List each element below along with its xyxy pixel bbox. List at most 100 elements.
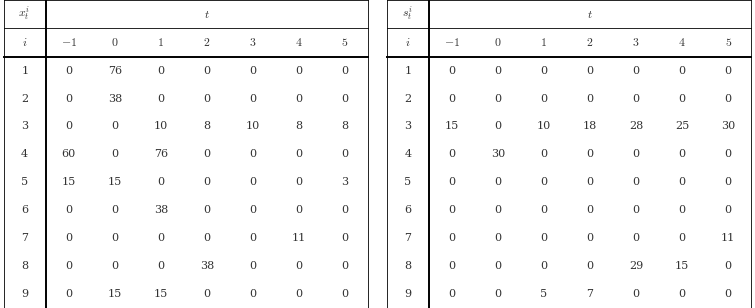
Text: 38: 38 bbox=[108, 94, 122, 103]
Text: 15: 15 bbox=[108, 177, 122, 187]
Text: 0: 0 bbox=[295, 261, 303, 271]
Text: $i$: $i$ bbox=[405, 36, 411, 49]
Text: 30: 30 bbox=[721, 121, 735, 132]
Text: 0: 0 bbox=[587, 233, 593, 243]
Text: 0: 0 bbox=[341, 261, 349, 271]
Text: 0: 0 bbox=[679, 289, 686, 299]
Text: 0: 0 bbox=[541, 205, 547, 215]
Text: 4: 4 bbox=[21, 149, 28, 160]
Text: 29: 29 bbox=[629, 261, 643, 271]
Text: $t$: $t$ bbox=[204, 8, 210, 21]
Text: $3$: $3$ bbox=[249, 36, 257, 49]
Text: $2$: $2$ bbox=[587, 36, 593, 49]
Text: 0: 0 bbox=[725, 66, 732, 76]
Text: 0: 0 bbox=[448, 233, 455, 243]
Text: 0: 0 bbox=[633, 177, 639, 187]
Text: 25: 25 bbox=[675, 121, 689, 132]
Text: 0: 0 bbox=[679, 177, 686, 187]
Text: 0: 0 bbox=[448, 261, 455, 271]
Text: 0: 0 bbox=[111, 121, 119, 132]
Text: 0: 0 bbox=[448, 289, 455, 299]
Text: 11: 11 bbox=[721, 233, 735, 243]
Text: 0: 0 bbox=[157, 177, 165, 187]
Text: 28: 28 bbox=[629, 121, 643, 132]
Text: 0: 0 bbox=[249, 233, 257, 243]
Text: 0: 0 bbox=[541, 94, 547, 103]
Text: 0: 0 bbox=[249, 66, 257, 76]
Text: 0: 0 bbox=[495, 233, 501, 243]
Text: $3$: $3$ bbox=[633, 36, 639, 49]
Text: 38: 38 bbox=[154, 205, 168, 215]
Text: 0: 0 bbox=[203, 205, 211, 215]
Text: 38: 38 bbox=[200, 261, 214, 271]
Text: 0: 0 bbox=[633, 66, 639, 76]
Text: 0: 0 bbox=[341, 205, 349, 215]
Text: 3: 3 bbox=[405, 121, 411, 132]
Text: 0: 0 bbox=[679, 66, 686, 76]
Text: 8: 8 bbox=[295, 121, 303, 132]
Text: 0: 0 bbox=[157, 233, 165, 243]
Text: 0: 0 bbox=[249, 177, 257, 187]
Text: $5$: $5$ bbox=[341, 36, 349, 49]
Text: 0: 0 bbox=[111, 149, 119, 160]
Text: 0: 0 bbox=[65, 233, 72, 243]
Text: 0: 0 bbox=[679, 205, 686, 215]
Text: 6: 6 bbox=[405, 205, 411, 215]
Text: 0: 0 bbox=[448, 94, 455, 103]
Text: 0: 0 bbox=[295, 66, 303, 76]
Text: 0: 0 bbox=[725, 261, 732, 271]
Text: 0: 0 bbox=[495, 94, 501, 103]
Text: 11: 11 bbox=[292, 233, 306, 243]
Text: 0: 0 bbox=[295, 94, 303, 103]
Text: 0: 0 bbox=[587, 205, 593, 215]
Text: 0: 0 bbox=[541, 149, 547, 160]
Text: 10: 10 bbox=[154, 121, 168, 132]
Text: 0: 0 bbox=[65, 261, 72, 271]
Text: 0: 0 bbox=[111, 205, 119, 215]
Text: 1: 1 bbox=[21, 66, 28, 76]
Text: 0: 0 bbox=[249, 149, 257, 160]
Text: 0: 0 bbox=[495, 205, 501, 215]
Text: 7: 7 bbox=[405, 233, 411, 243]
Text: 0: 0 bbox=[203, 177, 211, 187]
Text: 15: 15 bbox=[675, 261, 689, 271]
Text: 30: 30 bbox=[491, 149, 505, 160]
Text: $2$: $2$ bbox=[203, 36, 211, 49]
Text: 0: 0 bbox=[111, 233, 119, 243]
Text: 15: 15 bbox=[62, 177, 76, 187]
Text: 0: 0 bbox=[633, 205, 639, 215]
Text: 1: 1 bbox=[405, 66, 411, 76]
Text: 8: 8 bbox=[21, 261, 28, 271]
Text: 0: 0 bbox=[495, 177, 501, 187]
Text: $0$: $0$ bbox=[111, 36, 119, 49]
Text: $1$: $1$ bbox=[157, 36, 165, 49]
Text: 0: 0 bbox=[65, 94, 72, 103]
Text: 0: 0 bbox=[111, 261, 119, 271]
Text: 0: 0 bbox=[495, 121, 501, 132]
Text: $-1$: $-1$ bbox=[444, 36, 460, 49]
Text: 3: 3 bbox=[21, 121, 28, 132]
Text: $x_t^i$: $x_t^i$ bbox=[18, 4, 30, 22]
Text: 2: 2 bbox=[405, 94, 411, 103]
Text: 0: 0 bbox=[587, 66, 593, 76]
Text: 9: 9 bbox=[405, 289, 411, 299]
Text: 0: 0 bbox=[495, 289, 501, 299]
Text: $4$: $4$ bbox=[678, 36, 686, 49]
Text: 0: 0 bbox=[249, 205, 257, 215]
Text: 7: 7 bbox=[587, 289, 593, 299]
Text: 0: 0 bbox=[65, 205, 72, 215]
Text: 0: 0 bbox=[633, 233, 639, 243]
Text: $s_t^i$: $s_t^i$ bbox=[402, 4, 412, 22]
Text: 6: 6 bbox=[21, 205, 28, 215]
Text: 5: 5 bbox=[21, 177, 28, 187]
Text: $4$: $4$ bbox=[295, 36, 303, 49]
Text: 0: 0 bbox=[448, 205, 455, 215]
Text: 0: 0 bbox=[495, 66, 501, 76]
Text: 0: 0 bbox=[448, 177, 455, 187]
Text: 0: 0 bbox=[65, 289, 72, 299]
Text: 76: 76 bbox=[154, 149, 168, 160]
Text: 0: 0 bbox=[725, 177, 732, 187]
Text: $i$: $i$ bbox=[22, 36, 27, 49]
Text: 3: 3 bbox=[341, 177, 349, 187]
Text: 0: 0 bbox=[725, 149, 732, 160]
